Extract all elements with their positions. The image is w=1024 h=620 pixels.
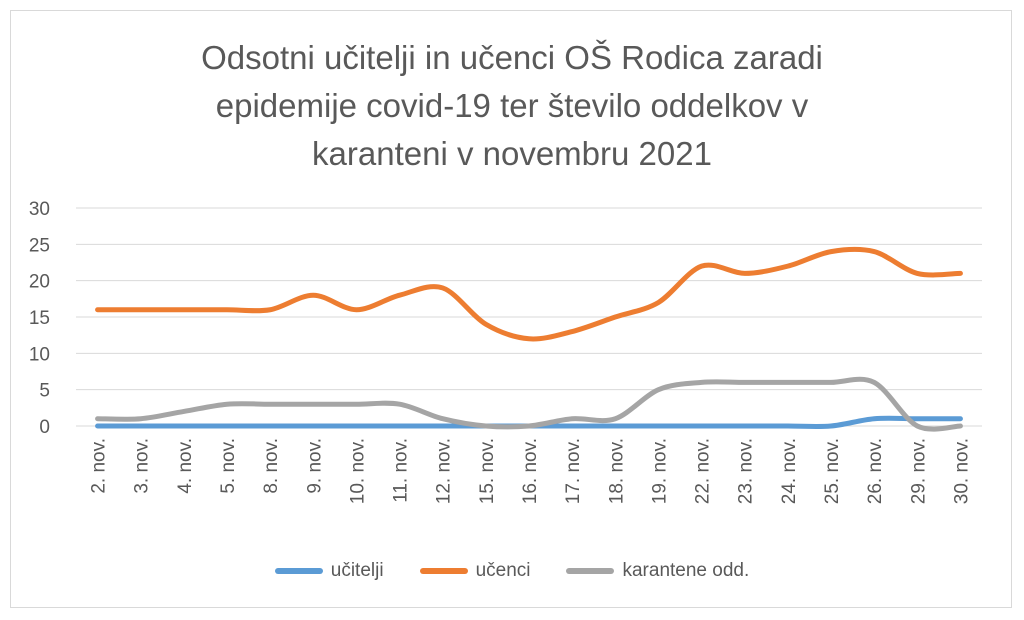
y-tick-label: 15 — [29, 308, 50, 329]
chart-legend: učitelji učenci karantene odd. — [0, 560, 1024, 582]
x-tick-label: 19. nov. — [649, 438, 670, 504]
x-tick-label: 15. nov. — [477, 438, 498, 504]
x-tick-label: 8. nov. — [261, 438, 282, 494]
x-tick-label: 5. nov. — [218, 438, 239, 494]
x-tick-label: 2. nov. — [89, 438, 110, 494]
x-tick-label: 24. nov. — [779, 438, 800, 504]
y-tick-label: 30 — [29, 199, 50, 220]
legend-swatch-karantene — [566, 568, 615, 574]
y-tick-label: 25 — [29, 235, 50, 256]
y-tick-label: 20 — [29, 272, 50, 293]
chart-title-line-1: Odsotni učitelji in učenci OŠ Rodica zar… — [201, 39, 823, 76]
y-tick-label: 0 — [39, 417, 50, 438]
legend-swatch-ucitelji — [274, 568, 323, 574]
series-line-1 — [95, 246, 963, 342]
x-tick-label: 12. nov. — [434, 438, 455, 504]
chart-title-line-2: epidemije covid-19 ter število oddelkov … — [215, 87, 809, 124]
x-tick-label: 18. nov. — [606, 438, 627, 504]
y-tick-label: 10 — [29, 344, 50, 365]
series-line-2 — [95, 376, 963, 432]
legend-item-ucenci: učenci — [419, 560, 531, 582]
x-tick-label: 22. nov. — [693, 438, 714, 504]
x-tick-label: 26. nov. — [865, 438, 886, 504]
x-tick-label: 11. nov. — [391, 438, 412, 503]
x-tick-label: 23. nov. — [736, 438, 757, 504]
legend-label-ucitelji: učitelji — [330, 560, 384, 581]
legend-item-karantene: karantene odd. — [566, 560, 749, 582]
x-tick-label: 4. nov. — [175, 438, 196, 494]
legend-label-ucenci: učenci — [475, 560, 531, 581]
legend-swatch-ucenci — [419, 568, 468, 574]
x-tick-label: 16. nov. — [520, 438, 541, 504]
x-tick-label: 3. nov. — [132, 438, 153, 494]
x-tick-label: 10. nov. — [347, 438, 368, 504]
y-tick-label: 5 — [39, 381, 50, 402]
chart-title-line-3: karanteni v novembru 2021 — [312, 135, 712, 172]
legend-item-ucitelji: učitelji — [274, 560, 384, 582]
x-tick-label: 29. nov. — [908, 438, 929, 504]
x-tick-label: 30. nov. — [951, 438, 972, 504]
x-tick-label: 9. nov. — [304, 438, 325, 494]
x-tick-label: 17. nov. — [563, 438, 584, 504]
legend-label-karantene: karantene odd. — [622, 560, 750, 581]
chart-title: Odsotni učitelji in učenci OŠ Rodica zar… — [0, 34, 1024, 178]
x-tick-label: 25. nov. — [822, 438, 843, 504]
